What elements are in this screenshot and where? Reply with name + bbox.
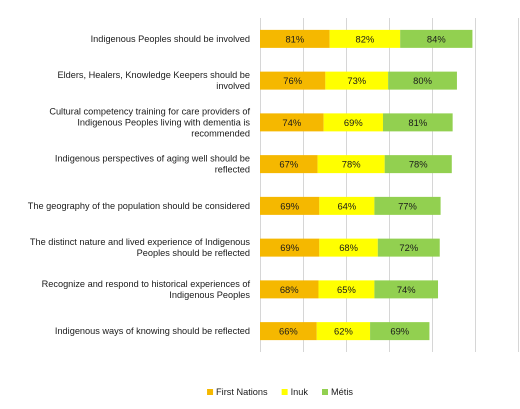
category-label-line: The geography of the population should b… <box>28 201 250 211</box>
bar-segment <box>260 29 330 48</box>
bar-segment <box>319 196 375 215</box>
value-label: 76% <box>283 75 302 86</box>
legend-swatch <box>207 389 214 395</box>
bar-segment <box>260 280 319 299</box>
value-label: 77% <box>398 200 417 211</box>
bar-segment <box>374 280 439 299</box>
bar-segment <box>370 322 430 341</box>
value-label: 74% <box>397 284 416 295</box>
category-label: Elders, Healers, Knowledge Keepers shoul… <box>57 70 250 91</box>
legend-item: First Nations <box>207 387 268 397</box>
category-label: Indigenous perspectives of aging well sh… <box>55 154 250 175</box>
legend: First Nations Inuk Métis <box>207 387 353 397</box>
category-label: Cultural competency training for care pr… <box>49 106 250 138</box>
category-label-line: Indigenous Peoples should be involved <box>91 34 250 44</box>
value-label: 68% <box>280 284 299 295</box>
bar-segment <box>329 29 401 48</box>
value-label: 74% <box>282 117 301 128</box>
value-label: 62% <box>334 326 353 337</box>
value-labels: 81% 82% 84% 76% 73% 80% 74% 69% 81% 67% 78% 78% 69% 6… <box>279 33 446 336</box>
legend-item: Inuk <box>281 387 309 397</box>
category-label: The geography of the population should b… <box>28 201 250 211</box>
value-label: 84% <box>427 33 446 44</box>
category-label-line: Indigenous Peoples living with dementia … <box>77 117 250 127</box>
value-label: 67% <box>279 159 298 170</box>
category-label: Recognize and respond to historical expe… <box>42 279 251 300</box>
bar-segment <box>260 238 320 257</box>
value-label: 69% <box>390 326 409 337</box>
value-label: 73% <box>347 75 366 86</box>
category-label-line: Indigenous ways of knowing should be ref… <box>55 326 250 336</box>
legend-label: Métis <box>331 387 353 397</box>
value-label: 81% <box>285 33 304 44</box>
bar-segment <box>317 155 385 174</box>
value-label: 69% <box>280 242 299 253</box>
bar-segment <box>260 155 318 174</box>
category-label: Indigenous ways of knowing should be ref… <box>55 326 250 336</box>
value-label: 68% <box>339 242 358 253</box>
legend-label: First Nations <box>216 387 268 397</box>
bar-segment <box>316 322 371 341</box>
bar-segment <box>260 196 320 215</box>
bar-segment <box>388 71 457 90</box>
category-label-line: recommended <box>191 128 250 138</box>
bar-segment <box>374 196 441 215</box>
category-label-line: Indigenous perspectives of aging well sh… <box>55 154 250 164</box>
bar-segment <box>384 155 452 174</box>
value-label: 72% <box>399 242 418 253</box>
category-label-line: Elders, Healers, Knowledge Keepers shoul… <box>57 70 250 80</box>
bar-segment <box>319 238 378 257</box>
value-label: 78% <box>409 159 428 170</box>
bar-segment <box>260 71 326 90</box>
category-label-line: Recognize and respond to historical expe… <box>42 279 251 289</box>
value-label: 80% <box>413 75 432 86</box>
bar-segment <box>260 113 324 132</box>
value-label: 69% <box>280 200 299 211</box>
value-label: 81% <box>408 117 427 128</box>
bar-segment <box>400 29 473 48</box>
category-label-line: Indigenous Peoples <box>169 290 250 300</box>
value-label: 82% <box>356 33 375 44</box>
legend-swatch <box>281 389 288 395</box>
legend-swatch <box>322 389 328 395</box>
legend-label: Inuk <box>291 387 309 397</box>
category-label-line: involved <box>216 81 250 91</box>
bar-segment <box>260 322 317 341</box>
gridlines <box>260 18 519 352</box>
category-label-line: Peoples should be reflected <box>137 248 250 258</box>
category-labels: Indigenous Peoples should be involved Eld… <box>28 34 251 336</box>
category-label-line: Cultural competency training for care pr… <box>49 106 250 116</box>
value-label: 66% <box>279 326 298 337</box>
bars <box>260 29 473 341</box>
value-label: 78% <box>342 159 361 170</box>
category-label: The distinct nature and lived experience… <box>30 237 251 258</box>
bar-segment <box>382 113 453 132</box>
value-label: 64% <box>337 200 356 211</box>
bar-segment <box>377 238 440 257</box>
category-label: Indigenous Peoples should be involved <box>91 34 250 44</box>
category-label-line: The distinct nature and lived experience… <box>30 237 251 247</box>
legend-item: Métis <box>322 387 353 397</box>
value-label: 65% <box>337 284 356 295</box>
category-label-line: reflected <box>215 165 250 175</box>
bar-segment <box>325 71 389 90</box>
value-label: 69% <box>344 117 363 128</box>
bar-segment <box>318 280 375 299</box>
bar-segment <box>323 113 383 132</box>
